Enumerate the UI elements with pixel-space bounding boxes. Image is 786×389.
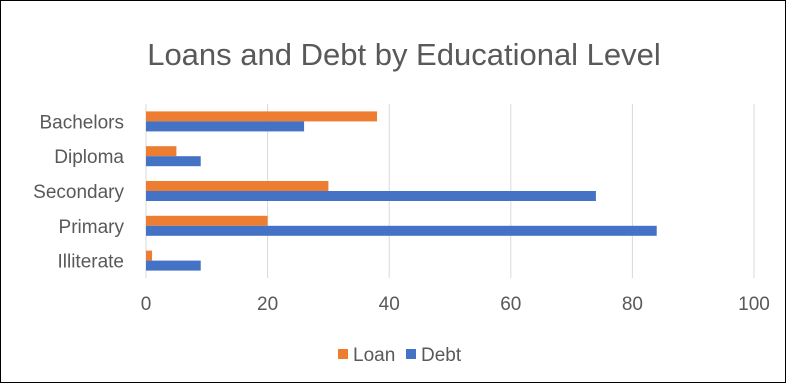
x-tick-label: 0 [141, 294, 152, 315]
bar-debt-diploma [146, 156, 201, 167]
legend: Loan Debt [338, 345, 462, 366]
bar-debt-illiterate [146, 260, 201, 271]
bar-loan-illiterate [146, 250, 153, 261]
bar-loan-diploma [146, 146, 177, 157]
legend-label-debt: Debt [421, 345, 462, 366]
bar-loan-primary [146, 215, 268, 226]
legend-swatch-debt [406, 349, 416, 359]
bars [146, 111, 657, 271]
x-axis-tick-labels: 0 20 40 60 80 100 [141, 294, 770, 315]
x-tick-label: 60 [500, 294, 521, 315]
category-label: Diploma [54, 147, 124, 168]
x-tick-label: 100 [738, 294, 770, 315]
bar-debt-primary [146, 225, 657, 236]
bar-debt-secondary [146, 191, 596, 201]
bar-loan-bachelors [146, 111, 378, 122]
bar-loan-secondary [146, 181, 329, 191]
x-tick-label: 20 [257, 294, 278, 315]
bar-debt-bachelors [146, 121, 305, 132]
legend-swatch-loan [338, 349, 348, 359]
category-labels: Bachelors Diploma Secondary Primary Illitera… [33, 112, 124, 272]
legend-label-loan: Loan [353, 345, 395, 366]
x-tick-label: 80 [622, 294, 643, 315]
chart-title: Loans and Debt by Educational Level [147, 37, 661, 72]
category-label: Primary [59, 217, 125, 238]
x-tick-label: 40 [379, 294, 400, 315]
category-label: Secondary [33, 182, 124, 203]
category-label: Illiterate [57, 252, 124, 273]
category-label: Bachelors [40, 112, 125, 133]
